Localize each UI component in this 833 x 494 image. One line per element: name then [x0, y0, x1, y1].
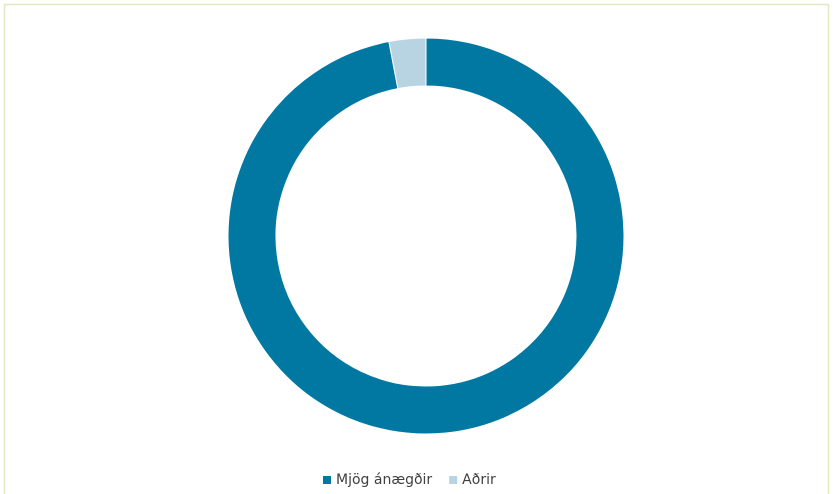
legend-swatch: [449, 476, 458, 484]
legend-label: Aðrir: [462, 472, 496, 488]
slice: [388, 37, 427, 90]
frame: [3, 3, 830, 494]
slice: [227, 37, 625, 435]
legend-label: Mjög ánægðir: [336, 472, 432, 488]
legend-swatch: [323, 476, 331, 484]
